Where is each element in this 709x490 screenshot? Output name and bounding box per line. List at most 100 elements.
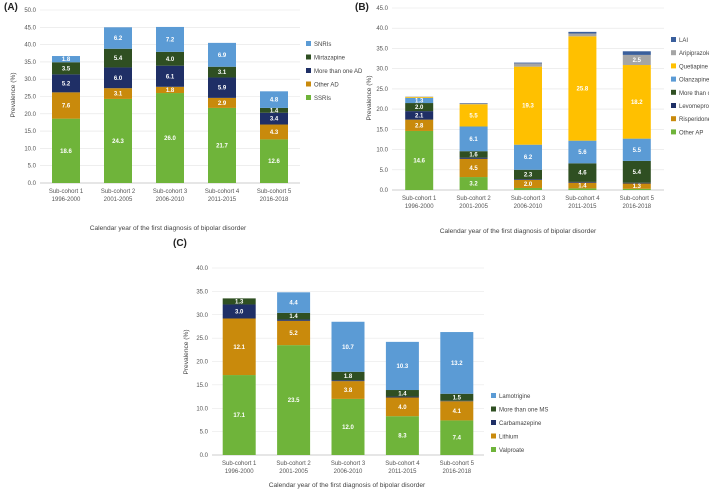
panel-c-x-axis-title: Calendar year of the first diagnosis of … <box>269 482 426 489</box>
panel-b-category-label: Sub-cohort 2 <box>456 196 491 202</box>
panel-a-bar-segment <box>156 51 184 66</box>
panel-a-bar-segment <box>52 92 80 119</box>
panel-b-data-label: 3.2 <box>469 182 478 188</box>
panel-a-label: (A) <box>4 2 18 13</box>
panel-c-category-label: Sub-cohort 3 <box>331 461 366 467</box>
panel-b-y-tick-label: 25.0 <box>376 87 388 93</box>
panel-c-data-label: 10.3 <box>397 364 409 370</box>
panel-b-data-label: 4.6 <box>578 171 587 177</box>
panel-b-bar-segment <box>459 151 488 158</box>
panel-c-data-label: 1.4 <box>289 314 298 320</box>
panel-a-legend-swatch <box>306 68 311 73</box>
panel-a-category-label: 2011-2015 <box>208 197 237 203</box>
panel-a-bar-segment <box>52 118 80 183</box>
panel-b-bar-segment <box>622 138 651 161</box>
panel-a-y-tick-label: 25.0 <box>24 95 36 101</box>
panel-b-bar-segment <box>459 158 488 178</box>
panel-b-category-label: 1996-2000 <box>405 204 434 210</box>
panel-b-bar-segment <box>622 188 651 190</box>
panel-b-bar-segment <box>459 104 488 127</box>
panel-b-data-label: 18.2 <box>631 100 643 106</box>
panel-c-y-tick-label: 25.0 <box>196 336 208 342</box>
panel-b-legend-swatch <box>671 76 676 82</box>
panel-b-bar-segment <box>622 54 651 66</box>
panel-a-y-tick-label: 20.0 <box>24 112 36 118</box>
panel-c-y-tick-label: 40.0 <box>196 266 208 272</box>
panel-a-bar-segment <box>52 74 80 93</box>
panel-c-bar-segment <box>222 298 256 305</box>
panel-b-legend-label: LAI <box>679 38 688 44</box>
panel-b-category-label: 2001-2005 <box>459 204 488 210</box>
panel-c-legend-swatch <box>491 393 496 398</box>
panel-a-category-label: Sub-cohort 3 <box>153 189 188 195</box>
panel-a-legend-label: Mirtazapine <box>314 56 346 62</box>
panel-a-data-label: 21.7 <box>216 143 228 149</box>
panel-b-legend-swatch <box>671 129 676 135</box>
panel-c-bar-segment <box>331 398 365 455</box>
panel-b-bar-segment <box>405 96 434 98</box>
panel-a-data-label: 5.4 <box>114 56 123 62</box>
panel-c-category-label: 2006-2010 <box>334 469 363 475</box>
panel-c-bar-segment <box>440 401 474 421</box>
panel-a-data-label: 6.1 <box>166 74 175 80</box>
panel-a-x-axis-title: Calendar year of the first diagnosis of … <box>90 225 247 232</box>
panel-b-data-label: 5.5 <box>469 113 478 119</box>
panel-a-bar-segment <box>104 48 132 68</box>
panel-a-category-label: Sub-cohort 1 <box>49 189 84 195</box>
panel-b-category-label: 2006-2010 <box>514 204 543 210</box>
panel-c-bar-segment <box>331 380 365 382</box>
panel-a-bar-segment <box>156 93 184 183</box>
panel-a-data-label: 4.0 <box>166 57 175 63</box>
panel-b-bar-segment <box>568 182 597 189</box>
panel-a-bar-segment <box>104 67 132 89</box>
panel-b-bar-segment <box>459 157 488 159</box>
panel-b-bar-segment <box>568 163 597 182</box>
panel-a-y-tick-label: 30.0 <box>24 77 36 83</box>
panel-c-legend-label: Carbamazepine <box>499 421 542 427</box>
panel-c-data-label: 8.3 <box>398 434 407 440</box>
panel-b-legend-label: Olanzapine <box>679 78 709 84</box>
panel-b-bar-segment <box>568 188 597 190</box>
panel-c-bar-segment <box>277 345 311 455</box>
panel-b-data-label: 1.4 <box>578 184 587 190</box>
panel-c-data-label: 10.7 <box>342 345 354 351</box>
panel-a-y-axis-title: Prevalence (%) <box>10 72 17 117</box>
panel-c-bar-segment <box>385 390 419 397</box>
panel-a-data-label: 1.8 <box>166 88 175 94</box>
panel-c-bar-segment <box>222 304 256 319</box>
panel-a-data-label: 3.4 <box>270 117 279 123</box>
panel-c-bar-segment <box>277 312 311 320</box>
panel-b-bar-segment <box>514 187 542 190</box>
panel-b-data-label: 5.6 <box>578 150 587 156</box>
panel-c-bar-segment <box>277 319 311 321</box>
panel-c-legend-label: Valproate <box>499 448 525 454</box>
panel-b-legend-label: Risperidone <box>679 117 709 123</box>
panel-b-bar-segment <box>568 36 597 141</box>
panel-c-bar-segment <box>331 371 365 381</box>
panel-c-legend-label: More than one MS <box>499 408 548 414</box>
panel-b-data-label: 1.3 <box>633 184 642 190</box>
panel-c-bar-segment <box>331 381 365 399</box>
panel-a-legend-label: SNRIs <box>314 42 331 48</box>
panel-c-bar-segment <box>440 420 474 455</box>
panel-c-data-label: 3.0 <box>235 309 244 315</box>
panel-b-label: (B) <box>355 2 369 13</box>
panel-b-data-label: 2.1 <box>415 113 424 119</box>
panel-a-data-label: 18.6 <box>60 149 72 155</box>
panel-a-bar-segment <box>208 66 236 78</box>
panel-b-legend-swatch <box>671 89 676 95</box>
panel-a-bar-segment <box>208 97 236 108</box>
panel-a-data-label: 2.9 <box>218 101 227 107</box>
panel-c-label: (C) <box>173 238 187 249</box>
panel-c-data-label: 12.1 <box>233 345 245 351</box>
panel-c-y-tick-label: 20.0 <box>196 360 208 366</box>
panel-a-y-tick-label: 40.0 <box>24 43 36 49</box>
panel-c-data-label: 4.1 <box>453 409 462 415</box>
panel-c-bar-segment <box>331 321 365 372</box>
panel-a-y-tick-label: 10.0 <box>24 146 36 152</box>
panel-b-bar-segment <box>622 51 651 55</box>
panel-a-y-tick-label: 0.0 <box>28 181 37 187</box>
panel-b-bar-segment <box>568 181 597 183</box>
panel-a-data-label: 6.0 <box>114 76 123 82</box>
panel-c-y-axis-title: Prevalence (%) <box>183 329 190 374</box>
